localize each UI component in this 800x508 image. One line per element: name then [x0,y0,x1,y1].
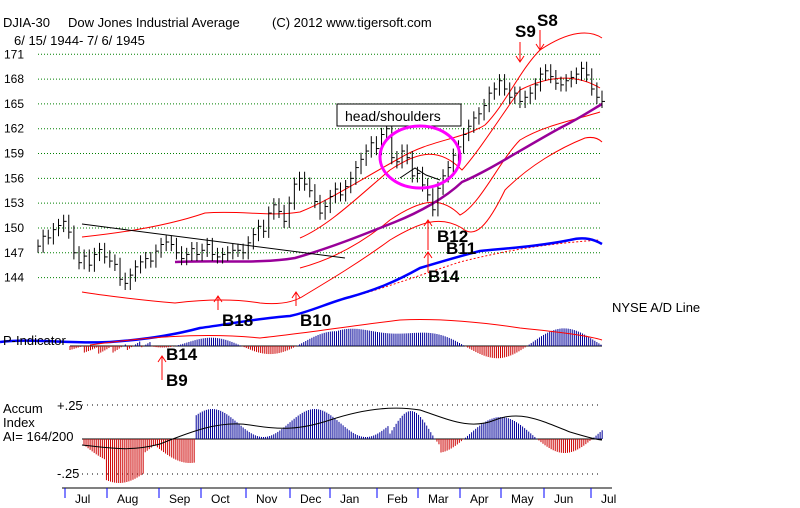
ad-line-label: NYSE A/D Line [612,300,700,315]
accum-bars [83,409,603,483]
signal-b10: B10 [300,311,331,330]
head-shoulders-box [336,103,462,127]
arrow-s8 [535,30,545,51]
month-label: Jun [554,492,573,506]
month-label: Sep [169,492,191,506]
price-tick-label: 165 [4,97,24,111]
signal-s9: S9 [515,22,536,41]
price-tick-label: 159 [4,147,24,161]
upper-band [81,32,603,238]
price-tick-label: 147 [4,246,24,260]
month-label: Aug [117,492,138,506]
x-axis-ticks: Jul Aug Sep Oct Nov Dec Jan Feb Mar Apr May Jun Jul [64,488,616,506]
month-label: Apr [470,492,489,506]
month-label: Jan [340,492,359,506]
price-tick-label: 153 [4,196,24,210]
month-label: Oct [211,492,230,506]
accum-label-2: Index [3,415,35,430]
header-symbol: DJIA-30 [3,15,50,30]
accum-tick-minus: -.25 [57,466,79,481]
price-tick-label: 162 [4,122,24,136]
arrow-b10 [291,291,301,306]
month-label: Mar [428,492,449,506]
head-shoulders-neckline [399,167,441,181]
month-label: Feb [387,492,408,506]
accum-ma [81,407,603,450]
month-label: Dec [300,492,321,506]
price-tick-label: 156 [4,171,24,185]
inner-lower-band [299,111,601,269]
header-name: Dow Jones Industrial Average [68,15,240,30]
header-copyright: (C) 2012 www.tigersoft.com [272,15,432,30]
signal-b11: B11 [446,239,476,258]
month-label: Jul [601,492,616,506]
head-shoulders-ellipse [378,124,462,190]
header-date-range: 6/ 15/ 1944- 7/ 6/ 1945 [14,33,145,48]
accum-label-3: AI= 164/200 [3,429,73,444]
signal-b14-upper: B14 [428,267,460,286]
signal-s8: S8 [537,11,558,30]
signal-b18: B18 [222,311,253,330]
trendline [81,223,346,259]
signal-arrows [157,30,545,380]
head-shoulders-label: head/shoulders [345,108,441,124]
price-tick-label: 171 [4,47,24,61]
arrow-b12 [423,219,433,250]
pindicator-bars [69,328,602,359]
arrow-s9 [515,42,525,63]
month-label: Jul [75,492,90,506]
price-ticks: 144 147 150 153 156 159 162 165 168 171 [4,47,24,284]
ad-dotted-line [339,239,601,301]
arrow-b9 [157,355,167,380]
moving-average-line [174,102,603,264]
accum-tick-plus: +.25 [57,398,83,413]
month-label: May [511,492,534,506]
price-tick-label: 144 [4,271,24,285]
arrow-b14-upper [423,251,433,272]
price-tick-label: 150 [4,221,24,235]
pindicator-label: P-Indicator [3,333,67,348]
accum-label-1: Accum [3,401,43,416]
lower-band [81,137,603,305]
signal-b14-lower: B14 [166,345,198,364]
arrow-b18 [213,295,223,310]
signal-b9: B9 [166,371,188,390]
price-tick-label: 168 [4,72,24,86]
inner-upper-band [299,77,601,239]
signal-b12: B12 [437,227,468,246]
pindicator-ma [89,318,603,346]
month-label: Nov [256,492,277,506]
